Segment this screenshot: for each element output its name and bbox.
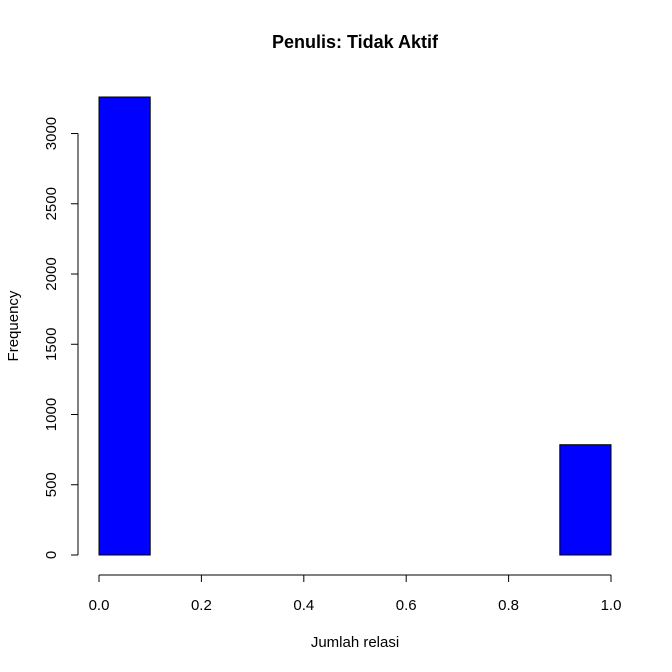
histogram-bar-0: [98, 96, 151, 556]
x-axis-label: Jumlah relasi: [311, 634, 399, 651]
x-tick-label: 0.6: [396, 597, 417, 614]
histogram-bar-9: [559, 444, 612, 556]
y-tick-label: 2500: [43, 187, 60, 220]
x-tick-label: 0.4: [293, 597, 314, 614]
x-axis: 0.0 0.2 0.4 0.6 0.8 1.0: [89, 574, 622, 614]
y-tick-label: 3000: [43, 117, 60, 150]
x-tick-label: 1.0: [601, 597, 622, 614]
x-tick-label: 0.2: [191, 597, 212, 614]
y-tick-label: 500: [43, 472, 60, 497]
chart-title: Penulis: Tidak Aktif: [272, 32, 439, 52]
y-axis: 0 500 1000 1500 2000 2500 3000: [43, 117, 79, 559]
y-tick-label: 2000: [43, 257, 60, 290]
y-axis-label: Frequency: [5, 290, 22, 361]
y-tick-label: 1500: [43, 328, 60, 361]
bars-group: [98, 96, 612, 556]
x-tick-label: 0.0: [89, 597, 110, 614]
y-tick-label: 1000: [43, 398, 60, 431]
y-tick-label: 0: [43, 551, 60, 559]
x-tick-label: 0.8: [498, 597, 519, 614]
